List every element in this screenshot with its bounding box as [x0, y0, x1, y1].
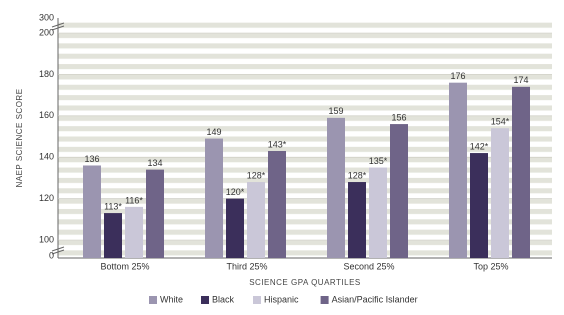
legend-swatch: [201, 296, 209, 304]
value-label: 128*: [247, 170, 266, 180]
y-axis-title: NAEP SCIENCE SCORE: [15, 88, 24, 187]
value-label: 113*: [104, 201, 122, 211]
y-tick-label: 120: [39, 193, 54, 203]
value-label: 128*: [348, 170, 367, 180]
legend-label: Black: [212, 294, 235, 304]
x-tick-label: Third 25%: [226, 261, 267, 271]
legend-swatch: [149, 296, 157, 304]
bar: [327, 117, 345, 259]
y-tick-label: 200: [39, 27, 54, 37]
bar: [226, 198, 244, 258]
value-label: 159: [328, 106, 343, 116]
legend: White Black Hispanic Asian/Pacific Islander: [149, 294, 418, 304]
x-tick-label: Bottom 25%: [100, 261, 149, 271]
legend-label: Asian/Pacific Islander: [332, 294, 418, 304]
bar: [83, 165, 101, 258]
value-label: 174: [513, 75, 528, 85]
bar: [104, 213, 122, 258]
value-label: 176: [450, 71, 465, 81]
bar: [247, 182, 265, 258]
bar: [512, 86, 530, 258]
bar: [146, 169, 164, 258]
x-tick-label: Second 25%: [343, 261, 394, 271]
value-label: 135*: [369, 156, 388, 166]
legend-swatch: [320, 296, 329, 304]
value-label: 149: [206, 127, 221, 137]
bar: [491, 128, 509, 258]
bar: [205, 138, 223, 258]
legend-swatch: [253, 296, 261, 304]
value-label: 134: [147, 158, 162, 168]
y-tick-label: 160: [39, 110, 54, 120]
y-tick-label: 0: [49, 250, 54, 260]
y-tick-label: 140: [39, 152, 54, 162]
value-label: 142*: [470, 141, 489, 151]
y-tick-label: 180: [39, 69, 54, 79]
bar: [268, 150, 286, 258]
value-label: 143*: [268, 139, 287, 149]
value-label: 154*: [491, 117, 510, 127]
legend-label: White: [160, 294, 183, 304]
value-label: 116*: [125, 195, 143, 205]
bar: [125, 206, 143, 258]
bar: [369, 167, 387, 258]
x-tick-label: Top 25%: [473, 261, 508, 271]
y-tick-label: 100: [39, 234, 54, 244]
y-tick-label: 300: [39, 12, 54, 22]
bar: [390, 124, 408, 258]
bar: [449, 82, 467, 259]
legend-label: Hispanic: [264, 294, 299, 304]
value-label: 136: [84, 154, 99, 164]
bar: [348, 182, 366, 258]
bar: [470, 153, 488, 258]
x-axis-title: SCIENCE GPA QUARTILES: [249, 278, 361, 287]
value-label: 120*: [226, 187, 245, 197]
axis-break: [51, 246, 65, 255]
axis-break: [51, 22, 65, 31]
value-label: 156: [391, 112, 406, 122]
